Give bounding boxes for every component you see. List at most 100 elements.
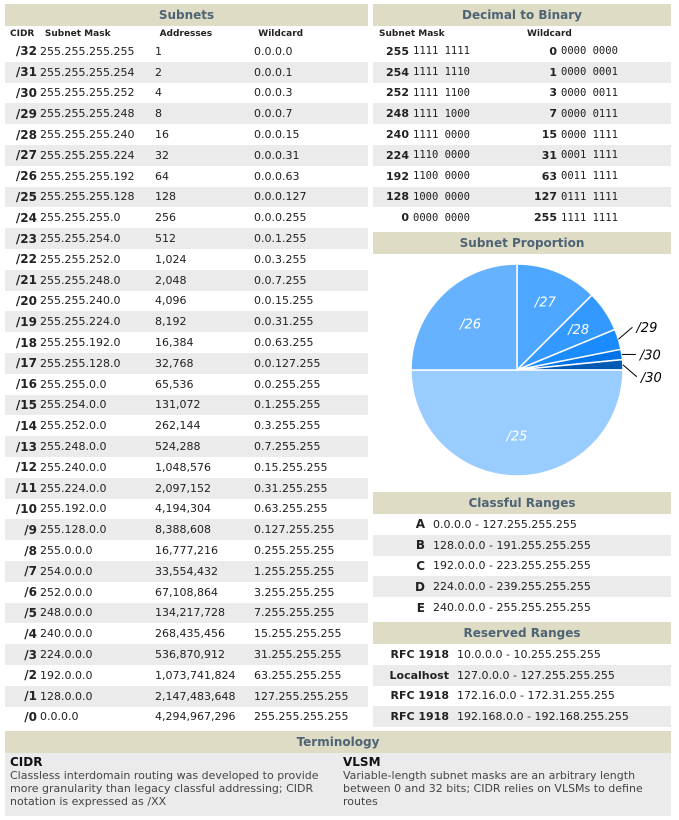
cidr-cell: /18 <box>15 335 37 350</box>
terminology-panel: Terminology CIDR Classless interdomain r… <box>5 731 671 816</box>
subnet-row: /8 255.0.0.0 16,777,216 0.255.255.255 <box>5 540 368 561</box>
cidr-cell: /8 <box>24 543 37 558</box>
addresses-cell: 32,768 <box>155 356 194 370</box>
wildcard-cell: 3.255.255.255 <box>254 585 335 599</box>
pie-leader-line <box>618 326 633 340</box>
subnets-title: Subnets <box>5 4 368 26</box>
wildcard-decimal-cell: 127 <box>534 190 557 204</box>
mask-cell: 255.128.0.0 <box>40 523 107 537</box>
subnet-row: /29 255.255.255.248 8 0.0.0.7 <box>5 103 368 125</box>
wildcard-cell: 0.0.0.63 <box>254 169 300 183</box>
mask-decimal-cell: 192 <box>386 169 409 183</box>
reserved-row: RFC 1918 10.0.0.0 - 10.255.255.255 <box>373 644 671 665</box>
subnet-row: /30 255.255.255.252 4 0.0.0.3 <box>5 83 368 104</box>
addresses-cell: 134,217,728 <box>155 606 225 620</box>
cidr-cell: /32 <box>15 44 37 59</box>
mask-binary-cell: 1100 0000 <box>413 170 470 183</box>
cidr-cell: /15 <box>15 397 37 412</box>
wildcard-cell: 1.255.255.255 <box>254 564 335 578</box>
wildcard-cell: 0.3.255.255 <box>254 419 321 433</box>
mask-cell: 255.192.0.0 <box>40 502 107 516</box>
addresses-cell: 1,073,741,824 <box>155 668 236 682</box>
addresses-cell: 65,536 <box>155 377 194 391</box>
subnet-row: /22 255.255.252.0 1,024 0.0.3.255 <box>5 249 368 270</box>
mask-decimal-cell: 252 <box>386 86 409 100</box>
wildcard-binary-cell: 0000 0111 <box>561 107 618 120</box>
wildcard-binary-cell: 0011 1111 <box>561 170 618 183</box>
mask-cell: 0.0.0.0 <box>40 710 79 724</box>
mask-cell: 248.0.0.0 <box>40 606 93 620</box>
subnet-row: /13 255.248.0.0 524,288 0.7.255.255 <box>5 436 368 457</box>
dec2bin-row: 255 1111 1111 0 0000 0000 <box>373 41 671 62</box>
mask-decimal-cell: 240 <box>386 128 409 142</box>
classful-row: E 240.0.0.0 - 255.255.255.255 <box>373 597 671 618</box>
decimal-to-binary-panel: Decimal to Binary Subnet Mask Wildcard 2… <box>373 4 671 228</box>
mask-decimal-cell: 224 <box>386 148 409 162</box>
wildcard-decimal-cell: 3 <box>549 86 557 100</box>
wildcard-cell: 0.63.255.255 <box>254 502 328 516</box>
wildcard-cell: 0.0.0.7 <box>254 107 293 121</box>
cidr-cell: /24 <box>15 210 37 225</box>
addresses-cell: 2 <box>155 65 162 79</box>
cidr-cell: /27 <box>15 148 37 163</box>
cidr-cell: /28 <box>15 127 37 142</box>
pie-label-30: /30 <box>640 371 662 386</box>
mask-cell: 255.255.248.0 <box>40 273 121 287</box>
cidr-cell: /26 <box>15 169 37 184</box>
wildcard-decimal-cell: 255 <box>534 211 557 225</box>
mask-header: Subnet Mask <box>44 28 111 39</box>
reserved-row: RFC 1918 172.16.0.0 - 172.31.255.255 <box>373 686 671 707</box>
subnet-row: /7 254.0.0.0 33,554,432 1.255.255.255 <box>5 560 368 582</box>
class-label: B <box>415 538 425 553</box>
mask-decimal-cell: 0 <box>401 211 409 225</box>
cidr-cell: /14 <box>15 418 37 433</box>
addresses-cell: 262,144 <box>155 419 201 433</box>
mask-cell: 254.0.0.0 <box>40 564 93 578</box>
cidr-cell: /20 <box>15 293 37 308</box>
dec2bin-row: 240 1111 0000 15 0000 1111 <box>373 124 671 145</box>
dec2bin-row: 252 1111 1100 3 0000 0011 <box>373 83 671 104</box>
dec2bin-row: 254 1111 1110 1 0000 0001 <box>373 61 671 83</box>
mask-binary-cell: 1111 1100 <box>413 86 470 99</box>
wildcard-cell: 0.0.0.1 <box>254 65 293 79</box>
addresses-cell: 67,108,864 <box>155 585 218 599</box>
subnet-row: /24 255.255.255.0 256 0.0.0.255 <box>5 207 368 228</box>
cidr-header: CIDR <box>10 28 35 39</box>
reserved-label: Localhost <box>389 668 449 682</box>
wildcard-cell: 7.255.255.255 <box>254 606 335 620</box>
reserved-label: RFC 1918 <box>390 689 449 703</box>
subnet-row: /31 255.255.255.254 2 0.0.0.1 <box>5 61 368 83</box>
cidr-cell: /19 <box>15 314 37 329</box>
addresses-cell: 131,072 <box>155 398 201 412</box>
reserved-range: 10.0.0.0 - 10.255.255.255 <box>457 647 601 661</box>
reserved-range: 172.16.0.0 - 172.31.255.255 <box>457 689 615 703</box>
subnet-row: /1 128.0.0.0 2,147,483,648 127.255.255.255 <box>5 685 368 707</box>
subnet-row: /9 255.128.0.0 8,388,608 0.127.255.255 <box>5 519 368 541</box>
addresses-cell: 4,194,304 <box>155 502 211 516</box>
reserved-label: RFC 1918 <box>390 710 449 724</box>
subnet-row: /11 255.224.0.0 2,097,152 0.31.255.255 <box>5 477 368 499</box>
subnet-row: /32 255.255.255.255 1 0.0.0.0 <box>5 41 368 62</box>
wildcard-decimal-cell: 63 <box>541 169 557 183</box>
classful-row: C 192.0.0.0 - 223.255.255.255 <box>373 556 671 577</box>
wildcard-binary-cell: 0111 1111 <box>561 190 618 203</box>
mask-cell: 128.0.0.0 <box>40 689 93 703</box>
wildcard-cell: 0.0.0.3 <box>254 86 293 100</box>
mask-cell: 255.240.0.0 <box>40 460 107 474</box>
subnet-row: /10 255.192.0.0 4,194,304 0.63.255.255 <box>5 499 368 520</box>
addresses-cell: 2,147,483,648 <box>155 689 236 703</box>
addresses-cell: 2,097,152 <box>155 481 211 495</box>
addresses-cell: 1 <box>155 44 162 58</box>
cidr-cell: /6 <box>24 585 37 600</box>
vlsm-description: Variable-length subnet masks are an arbi… <box>343 769 643 808</box>
reserved-ranges-panel: Reserved Ranges RFC 1918 10.0.0.0 - 10.25… <box>373 622 671 728</box>
cidr-cell: /23 <box>15 231 37 246</box>
subnet-proportion-panel: Subnet Proportion /27/28/29/30/30/25/26 <box>373 232 671 484</box>
subnets-rows: /32 255.255.255.255 1 0.0.0.0/31 255.255.255… <box>5 41 368 727</box>
subnet-row: /26 255.255.255.192 64 0.0.0.63 <box>5 166 368 187</box>
mask-cell: 255.255.192.0 <box>40 336 121 350</box>
wildcard-binary-cell: 1111 1111 <box>561 211 618 224</box>
wildcard-cell: 31.255.255.255 <box>254 648 342 661</box>
pie-label-29: /29 <box>635 321 657 336</box>
pie-slice-25 <box>410 369 624 477</box>
